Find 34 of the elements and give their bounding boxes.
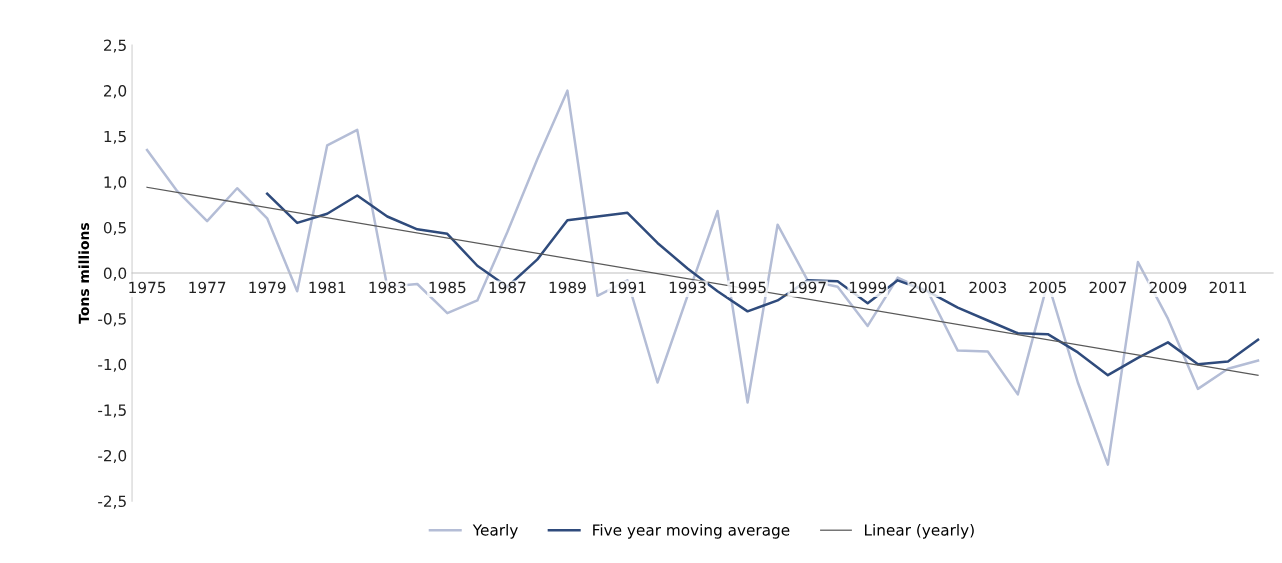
y-tick-label: 1,0 xyxy=(104,176,127,190)
x-tick-label: 2003 xyxy=(969,281,1006,294)
x-tick-label: 1975 xyxy=(129,281,166,294)
legend-label: Five year moving average xyxy=(593,523,790,539)
y-tick-label: 2,5 xyxy=(104,39,126,53)
x-tick-label: 1987 xyxy=(489,281,526,294)
x-tick-label: 1979 xyxy=(249,281,286,294)
x-tick-label: 2001 xyxy=(909,281,946,294)
x-tick-label: 1977 xyxy=(189,281,226,294)
x-tick-label: 1981 xyxy=(309,281,346,294)
x-tick-label: 1999 xyxy=(849,281,887,294)
y-tick-label: 0,5 xyxy=(103,221,126,236)
x-tick-label: 1983 xyxy=(369,281,406,294)
x-tick-label: 1997 xyxy=(789,281,826,294)
y-tick-label: -2,0 xyxy=(98,449,127,464)
y-tick-label: 2,0 xyxy=(104,85,127,99)
y-tick-label: 0,0 xyxy=(103,267,127,281)
y-tick-label: -1,5 xyxy=(98,404,126,418)
legend-label: Yearly xyxy=(472,523,518,539)
x-tick-label: 1989 xyxy=(549,281,586,294)
x-tick-label: 1995 xyxy=(729,281,766,294)
legend-label: Linear (yearly) xyxy=(864,523,974,539)
y-tick-label: -0,5 xyxy=(98,313,126,327)
y-tick-label: -2,5 xyxy=(98,495,126,509)
x-tick-label: 2009 xyxy=(1149,281,1187,294)
y-axis-title: Tons millions xyxy=(78,223,90,324)
y-tick-label: 1,5 xyxy=(104,130,126,144)
x-tick-label: 2007 xyxy=(1089,281,1127,294)
x-tick-label: 2005 xyxy=(1029,281,1066,294)
x-tick-label: 1993 xyxy=(669,281,706,294)
y-tick-label: -1,0 xyxy=(98,358,127,372)
x-tick-label: 1985 xyxy=(429,281,466,294)
x-tick-label: 1991 xyxy=(609,281,646,294)
x-tick-label: 2011 xyxy=(1209,281,1247,294)
